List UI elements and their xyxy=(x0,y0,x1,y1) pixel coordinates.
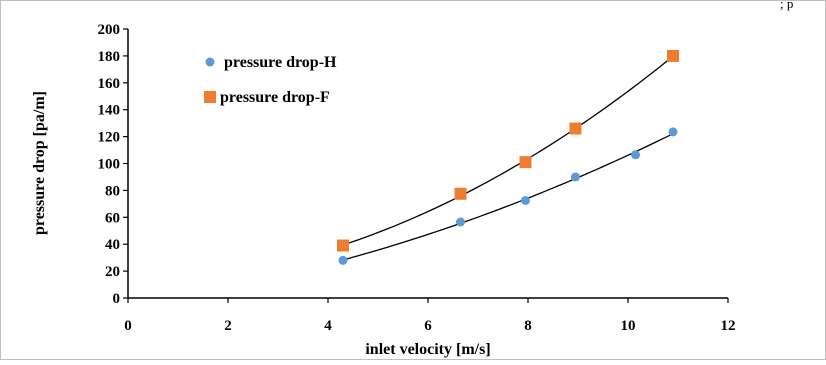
data-points xyxy=(337,49,679,265)
data-point-circle xyxy=(521,195,530,205)
y-tick-label: 180 xyxy=(98,49,121,65)
x-tick-label: 4 xyxy=(324,318,332,334)
data-point-circle xyxy=(571,172,580,182)
legend-marker-circle xyxy=(205,57,215,67)
y-tick-label: 0 xyxy=(113,291,121,307)
data-point-square xyxy=(569,122,582,135)
y-tick-label: 20 xyxy=(105,264,120,280)
data-point-square xyxy=(667,49,679,62)
data-point-circle xyxy=(456,217,465,227)
legend-label: pressure drop-H xyxy=(224,54,337,71)
y-tick-label: 40 xyxy=(105,237,120,253)
axes: 0 20 40 60 80 100 120 140 160 180 200 0 2 4 6 8 10 12 xyxy=(98,22,736,334)
legend: pressure drop-H pressure drop-F xyxy=(204,54,337,106)
trendline-1 xyxy=(342,133,674,261)
y-tick-label: 200 xyxy=(98,22,121,38)
y-tick-label: 160 xyxy=(98,76,121,92)
x-tick-label: 12 xyxy=(721,318,736,334)
legend-marker-square xyxy=(204,91,216,103)
x-axis-title: inlet velocity [m/s] xyxy=(365,341,490,358)
trendline-2 xyxy=(342,55,674,246)
top-right-fragment: ; p xyxy=(780,0,793,11)
legend-label: pressure drop-F xyxy=(220,89,330,106)
x-tick-label: 6 xyxy=(424,318,432,334)
trendlines xyxy=(342,55,674,261)
y-tick-label: 80 xyxy=(105,183,120,199)
data-point-square xyxy=(337,239,349,252)
x-tick-label: 10 xyxy=(621,318,636,334)
data-point-square xyxy=(519,156,532,169)
y-axis-title: pressure drop [pa/m] xyxy=(31,91,48,235)
data-point-circle xyxy=(668,127,678,137)
y-tick-label: 60 xyxy=(105,210,120,226)
y-tick-label: 120 xyxy=(98,130,121,146)
data-point-circle xyxy=(338,255,348,265)
x-tick-label: 0 xyxy=(124,318,132,334)
x-tick-label: 8 xyxy=(524,318,532,334)
x-tick-label: 2 xyxy=(224,318,232,334)
data-point-square xyxy=(454,187,467,200)
data-point-circle xyxy=(631,150,640,160)
y-tick-label: 100 xyxy=(98,157,121,173)
y-tick-label: 140 xyxy=(98,103,121,119)
